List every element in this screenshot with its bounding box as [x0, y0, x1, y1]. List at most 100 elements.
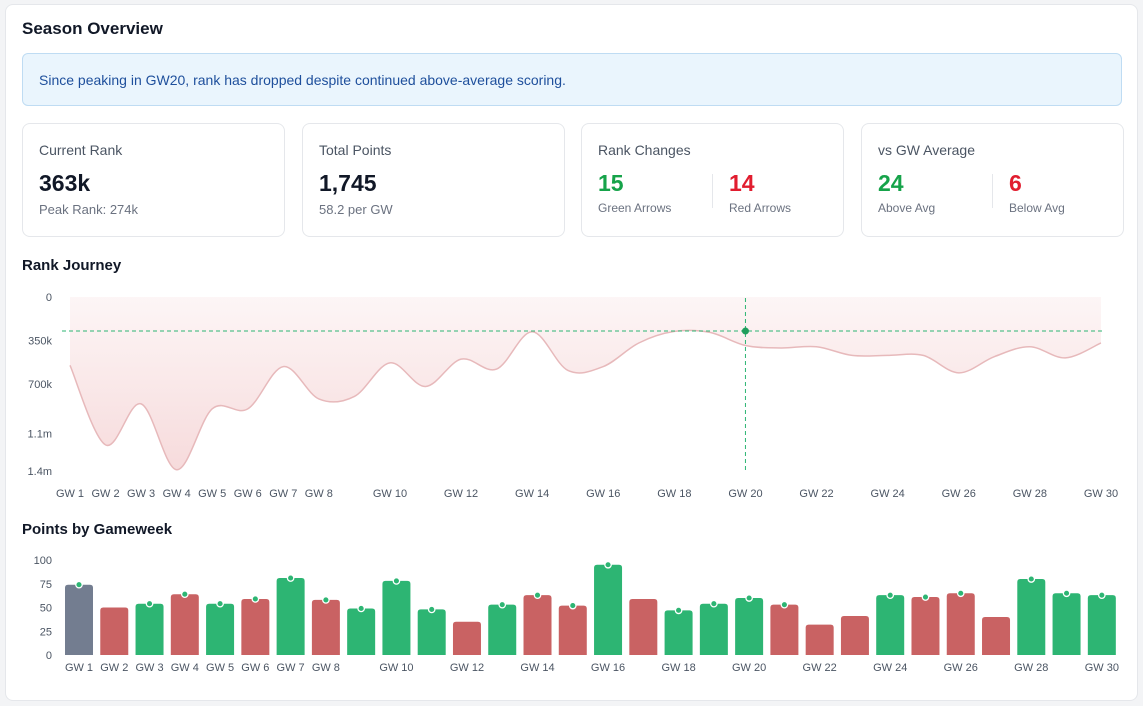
rank-x-tick-label: GW 7: [269, 488, 297, 500]
below-average-block: 6 Below Avg: [1009, 170, 1065, 215]
points-x-tick-label: GW 5: [206, 662, 234, 674]
points-x-tick-label: GW 7: [277, 662, 305, 674]
total-points-label: Total Points: [319, 142, 392, 158]
points-bar: [735, 598, 764, 655]
points-bar: [523, 595, 552, 655]
rank-x-tick-label: GW 16: [586, 488, 620, 500]
rank-x-tick-label: GW 5: [198, 488, 226, 500]
vs-average-label: vs GW Average: [878, 142, 976, 158]
points-bar: [1087, 595, 1116, 655]
total-points-value: 1,745: [319, 170, 377, 196]
rank-x-tick-label: GW 30: [1084, 488, 1118, 500]
above-average-marker: [745, 594, 753, 602]
rank-x-tick-label: GW 2: [91, 488, 119, 500]
above-average-marker: [180, 590, 189, 599]
total-points-card: Total Points 1,745 58.2 per GW: [302, 123, 565, 237]
above-average-marker: [1062, 589, 1071, 598]
peak-point: [741, 327, 749, 335]
red-arrows-caption: Red Arrows: [729, 201, 792, 215]
rank-x-tick-label: GW 24: [871, 488, 905, 500]
points-y-tick-label: 50: [40, 603, 52, 615]
points-x-tick-label: GW 16: [591, 662, 625, 674]
points-bar: [911, 597, 940, 655]
rank-journey-title: Rank Journey: [22, 257, 122, 274]
rank-x-tick-label: GW 6: [234, 488, 262, 500]
points-bar: [629, 598, 658, 655]
points-x-tick-label: GW 20: [732, 662, 766, 674]
stat-divider: [712, 174, 713, 208]
points-x-tick-label: GW 8: [312, 662, 340, 674]
points-x-tick-label: GW 4: [171, 662, 199, 674]
rank-x-tick-label: GW 26: [942, 488, 976, 500]
above-average-marker: [357, 604, 366, 613]
vs-average-card: vs GW Average 24 Above Avg 6 Below Avg: [861, 123, 1124, 237]
above-average-marker: [533, 591, 542, 600]
above-average-marker: [604, 560, 612, 569]
points-x-tick-label: GW 30: [1085, 662, 1119, 674]
points-x-tick-label: GW 22: [803, 662, 837, 674]
points-x-tick-label: GW 6: [241, 662, 269, 674]
rank-x-tick-label: GW 8: [305, 488, 333, 500]
points-bar: [170, 594, 199, 655]
points-x-tick-label: GW 18: [661, 662, 695, 674]
rank-x-tick-label: GW 18: [657, 488, 691, 500]
rank-y-tick-label: 700k: [28, 379, 52, 391]
red-arrows-value: 14: [729, 170, 755, 196]
above-average-marker: [1097, 591, 1106, 600]
rank-x-tick-label: GW 3: [127, 488, 155, 500]
current-rank-value: 363k: [39, 170, 91, 196]
rank-x-tick-label: GW 20: [728, 488, 762, 500]
above-average-marker: [251, 595, 260, 603]
current-rank-card: Current Rank 363k Peak Rank: 274k: [22, 123, 285, 237]
above-average-marker: [674, 606, 683, 615]
points-y-tick-label: 75: [40, 579, 52, 591]
points-bar: [805, 624, 834, 655]
points-bar: [699, 603, 728, 655]
above-average-value: 24: [878, 170, 904, 196]
above-average-marker: [921, 593, 930, 601]
rank-changes-card: Rank Changes 15 Green Arrows 14 Red Arro…: [581, 123, 844, 237]
above-average-marker: [568, 601, 577, 610]
points-bar: [206, 603, 235, 655]
above-average-block: 24 Above Avg: [878, 170, 935, 215]
above-average-marker: [498, 600, 507, 609]
rank-line: [69, 329, 1102, 471]
points-bar: [452, 621, 481, 655]
green-arrows-value: 15: [598, 170, 624, 196]
current-rank-label: Current Rank: [39, 142, 123, 158]
rank-y-tick-label: 0: [46, 292, 52, 304]
points-x-tick-label: GW 3: [135, 662, 163, 674]
rank-x-tick-label: GW 10: [373, 488, 407, 500]
above-average-marker: [780, 600, 789, 609]
points-x-tick-label: GW 28: [1014, 662, 1048, 674]
above-average-marker: [322, 596, 330, 604]
stat-divider: [992, 174, 993, 208]
rank-journey-chart: 0 350k 700k 1.1m 1.4m GW 1 GW 2 GW 3 GW 4 GW 5 GW …: [28, 292, 1119, 500]
above-average-marker: [886, 591, 895, 600]
points-bar: [770, 604, 799, 655]
rank-y-tick-label: 1.1m: [28, 429, 52, 441]
rank-x-tick-label: GW 12: [444, 488, 478, 500]
above-average-marker: [392, 577, 401, 585]
above-average-marker: [1027, 575, 1036, 583]
points-bar: [664, 610, 693, 655]
points-x-tick-label: GW 1: [65, 662, 93, 674]
above-average-marker: [710, 599, 718, 608]
points-by-gameweek-title: Points by Gameweek: [22, 521, 173, 538]
rank-x-tick-label: GW 28: [1013, 488, 1047, 500]
page-title: Season Overview: [22, 19, 163, 38]
points-bar: [488, 604, 517, 655]
points-bar: [594, 564, 623, 655]
red-arrows-block: 14 Red Arrows: [729, 170, 791, 215]
points-x-tick-label: GW 2: [100, 662, 128, 674]
points-bar: [347, 608, 376, 655]
points-by-gameweek-chart: 0 25 50 75 100 GW 1 GW 2 GW 3 GW 4 GW 5 GW 6 GW 7 GW…: [34, 555, 1119, 674]
above-average-marker: [216, 599, 224, 608]
rank-area: [70, 297, 1101, 470]
points-bar: [311, 599, 340, 655]
below-average-caption: Below Avg: [1009, 201, 1065, 215]
points-per-gw-text: 58.2 per GW: [319, 202, 393, 217]
points-bar: [241, 598, 270, 655]
rank-changes-label: Rank Changes: [598, 142, 691, 158]
below-average-value: 6: [1009, 170, 1022, 196]
